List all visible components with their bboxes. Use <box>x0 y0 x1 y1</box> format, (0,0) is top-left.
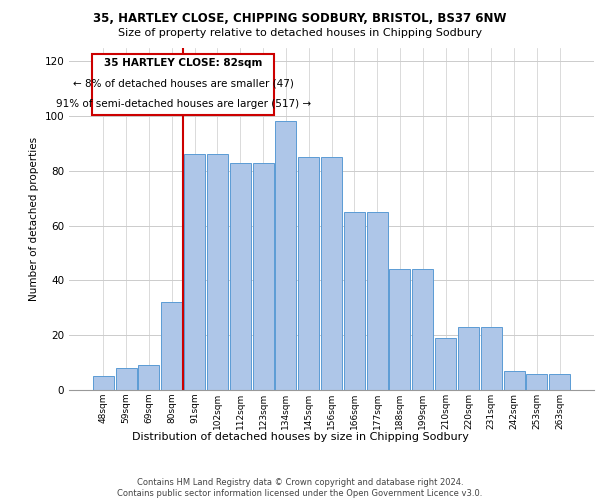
Bar <box>526 374 547 390</box>
Text: ← 8% of detached houses are smaller (47): ← 8% of detached houses are smaller (47) <box>73 78 293 88</box>
Bar <box>92 54 274 114</box>
Bar <box>207 154 228 390</box>
Text: 35, HARTLEY CLOSE, CHIPPING SODBURY, BRISTOL, BS37 6NW: 35, HARTLEY CLOSE, CHIPPING SODBURY, BRI… <box>93 12 507 26</box>
Bar <box>298 157 319 390</box>
Bar <box>184 154 205 390</box>
Bar <box>253 162 274 390</box>
Bar <box>503 371 524 390</box>
Bar <box>116 368 137 390</box>
Bar <box>230 162 251 390</box>
Bar <box>93 376 114 390</box>
Text: Distribution of detached houses by size in Chipping Sodbury: Distribution of detached houses by size … <box>131 432 469 442</box>
Bar <box>481 327 502 390</box>
Text: Contains HM Land Registry data © Crown copyright and database right 2024.
Contai: Contains HM Land Registry data © Crown c… <box>118 478 482 498</box>
Y-axis label: Number of detached properties: Number of detached properties <box>29 136 39 301</box>
Text: Size of property relative to detached houses in Chipping Sodbury: Size of property relative to detached ho… <box>118 28 482 38</box>
Bar <box>321 157 342 390</box>
Bar <box>367 212 388 390</box>
Text: 91% of semi-detached houses are larger (517) →: 91% of semi-detached houses are larger (… <box>56 98 311 108</box>
Bar <box>139 366 160 390</box>
Bar <box>161 302 182 390</box>
Bar <box>412 270 433 390</box>
Bar <box>389 270 410 390</box>
Bar <box>549 374 570 390</box>
Bar <box>458 327 479 390</box>
Bar <box>344 212 365 390</box>
Bar <box>435 338 456 390</box>
Text: 35 HARTLEY CLOSE: 82sqm: 35 HARTLEY CLOSE: 82sqm <box>104 58 262 68</box>
Bar <box>275 122 296 390</box>
